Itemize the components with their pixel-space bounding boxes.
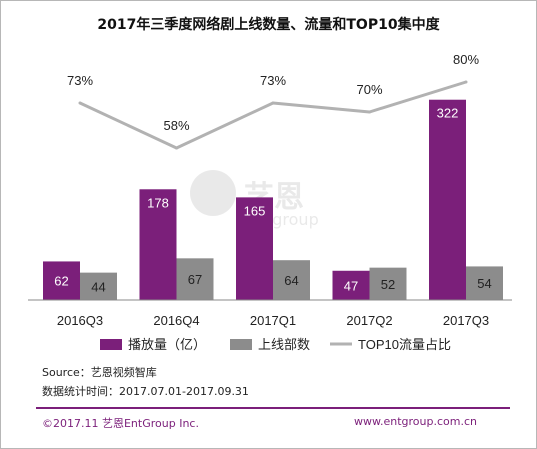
footer-copyright: ©2017.11 艺恩EntGroup Inc. (42, 417, 199, 430)
data-label-play-2016Q3: 62 (54, 274, 68, 289)
footer-rule (36, 407, 510, 409)
date-range-line: 数据统计时间：2017.07.01-2017.09.31 (42, 385, 249, 398)
bar-play-2017Q2 (332, 270, 370, 300)
legend: 播放量（亿） 上线部数 TOP10流量占比 (100, 337, 451, 352)
line-label-2017Q2: 70% (356, 82, 382, 97)
line-label-2016Q4: 58% (163, 118, 189, 133)
bar-count-2017Q3 (466, 266, 503, 300)
bar-play-2016Q4 (139, 189, 177, 300)
top10-share-line (79, 80, 467, 150)
footer-website[interactable]: www.entgroup.com.cn (354, 415, 477, 428)
legend-label-play: 播放量（亿） (128, 337, 206, 352)
legend-swatch-count (230, 339, 252, 350)
data-label-play-2017Q2: 47 (344, 278, 358, 293)
legend-label-top10: TOP10流量占比 (358, 337, 451, 352)
x-tick-2016Q3: 2016Q3 (57, 313, 103, 328)
entgroup-logo-icon (190, 170, 236, 216)
data-label-play-2017Q3: 322 (437, 106, 459, 121)
x-tick-labels: 2016Q3 2016Q4 2017Q1 2017Q2 2017Q3 (57, 313, 489, 328)
bar-count-2017Q1 (273, 260, 310, 300)
data-label-count-2016Q4: 67 (188, 272, 202, 287)
legend-swatch-play (100, 339, 122, 350)
x-tick-2017Q3: 2017Q3 (443, 313, 489, 328)
bar-count-2016Q3 (80, 272, 117, 300)
x-tick-2017Q2: 2017Q2 (346, 313, 392, 328)
bar-count-2016Q4 (176, 258, 214, 300)
data-label-play-2016Q4: 178 (147, 195, 169, 210)
chart-title: 2017年三季度网络剧上线数量、流量和TOP10集中度 (97, 17, 440, 33)
data-label-count-2017Q2: 52 (381, 277, 395, 292)
bar-play-2017Q1 (236, 197, 273, 300)
bar-layer: 62 44 178 67 165 64 47 52 322 54 (43, 99, 503, 300)
line-label-2016Q3: 73% (67, 73, 93, 88)
source-line: Source：艺恩视频智库 (42, 366, 157, 379)
line-label-2017Q1: 73% (260, 73, 286, 88)
legend-label-count: 上线部数 (258, 337, 310, 352)
bar-play-2017Q3 (429, 99, 466, 300)
line-layer: 73% 58% 73% 70% 80% (67, 52, 479, 150)
data-label-count-2017Q1: 64 (284, 273, 298, 288)
line-point-2017Q3 (464, 80, 468, 84)
bar-count-2017Q2 (369, 267, 407, 300)
data-label-play-2017Q1: 165 (244, 203, 266, 218)
bar-play-2016Q3 (43, 261, 80, 300)
line-point-2016Q3 (78, 101, 82, 105)
line-point-2017Q2 (368, 110, 371, 114)
line-point-2017Q1 (271, 101, 275, 105)
line-point-2016Q4 (175, 146, 178, 150)
x-tick-2017Q1: 2017Q1 (250, 313, 296, 328)
data-label-count-2016Q3: 44 (91, 279, 105, 294)
x-tick-2016Q4: 2016Q4 (153, 313, 199, 328)
line-label-2017Q3: 80% (453, 52, 479, 67)
data-label-count-2017Q3: 54 (477, 276, 491, 291)
